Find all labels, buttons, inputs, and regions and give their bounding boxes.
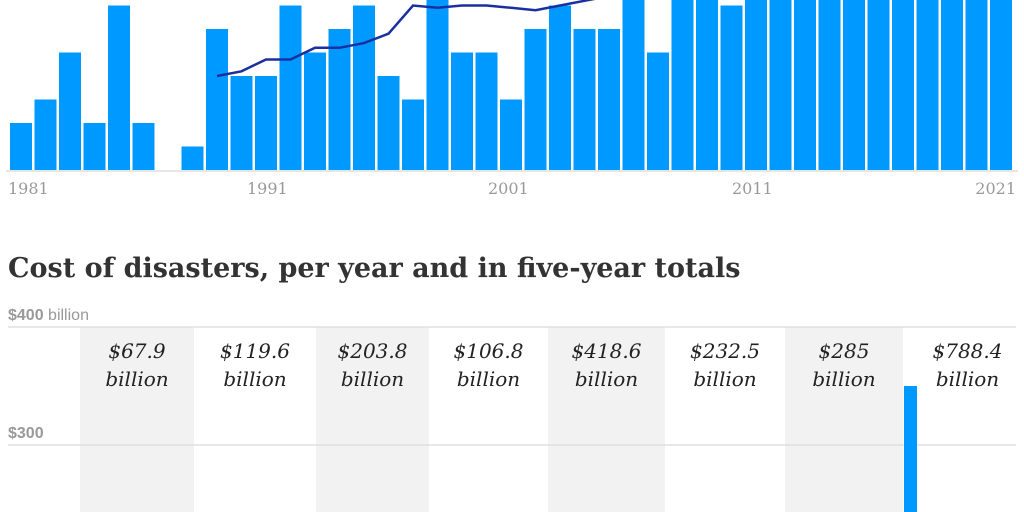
bar-2001 — [500, 99, 522, 170]
bar-1991 — [255, 76, 277, 170]
period-total-unit: billion — [936, 367, 999, 391]
bar-2016 — [867, 0, 890, 170]
bar-1982 — [34, 99, 57, 170]
bar-2003 — [549, 5, 571, 170]
bar-1985 — [108, 5, 130, 170]
bar-2009 — [696, 0, 718, 170]
bar-1988 — [181, 146, 204, 170]
bar-2002 — [524, 29, 547, 170]
period-panel — [80, 327, 194, 512]
bar-2005 — [598, 29, 620, 170]
moving-average-line — [216, 0, 596, 78]
y-tick-label: $400 billion — [8, 307, 89, 324]
year-cost-bar — [904, 386, 917, 512]
bar-2011 — [745, 0, 767, 170]
x-tick-label: 1981 — [8, 179, 49, 198]
bar-2019 — [941, 0, 963, 170]
bar-2018 — [916, 0, 939, 170]
bar-1996 — [377, 76, 400, 170]
bar-2015 — [843, 0, 865, 170]
bar-2017 — [892, 0, 914, 170]
bar-1989 — [206, 29, 228, 170]
period-total-amount: $418.6 — [572, 339, 642, 363]
period-total-amount: $67.9 — [108, 339, 166, 363]
period-panel — [785, 327, 903, 512]
bar-2004 — [573, 29, 596, 170]
period-panel — [548, 327, 665, 512]
bar-1986 — [132, 123, 155, 170]
period-total-unit: billion — [812, 367, 875, 391]
y-tick-label: $300 — [8, 425, 44, 442]
period-total-amount: $203.8 — [338, 339, 408, 363]
bar-2007 — [647, 52, 669, 170]
period-total-amount: $285 — [819, 339, 870, 363]
bar-2006 — [622, 0, 645, 170]
bar-2013 — [794, 0, 816, 170]
bar-1990 — [230, 76, 253, 170]
period-total-unit: billion — [105, 367, 168, 391]
period-total-amount: $106.8 — [454, 339, 524, 363]
bar-2010 — [720, 5, 743, 170]
period-total-amount: $232.5 — [690, 339, 760, 363]
x-tick-label: 1991 — [247, 179, 288, 198]
bar-2012 — [769, 0, 792, 170]
period-total-unit: billion — [457, 367, 520, 391]
bar-1993 — [304, 52, 326, 170]
bar-2008 — [671, 0, 694, 170]
period-total-amount: $788.4 — [933, 339, 1003, 363]
x-tick-label: 2011 — [732, 179, 773, 198]
bar-1984 — [83, 123, 106, 170]
cost-chart: $400 billion $300 $67.9 billion $119.6 bill… — [8, 307, 1016, 512]
x-tick-label: 2021 — [975, 179, 1016, 198]
bar-1983 — [59, 52, 81, 170]
bar-2014 — [818, 0, 841, 170]
bar-1995 — [353, 5, 375, 170]
bar-1999 — [451, 52, 473, 170]
x-tick-label: 2001 — [488, 179, 529, 198]
bar-1998 — [426, 0, 449, 170]
period-total-amount: $119.6 — [220, 339, 290, 363]
bar-1997 — [402, 99, 424, 170]
period-panel — [316, 327, 429, 512]
bar-2000 — [475, 52, 498, 170]
bar-2021 — [990, 0, 1012, 170]
disaster-count-chart: 1981 1991 2001 2011 2021 — [6, 0, 1018, 198]
bar-2020 — [965, 0, 988, 170]
bar-1992 — [279, 5, 302, 170]
period-total-unit: billion — [223, 367, 286, 391]
bar-1981 — [10, 123, 32, 170]
chart-title: Cost of disasters, per year and in five-… — [8, 253, 740, 284]
period-total-unit: billion — [693, 367, 756, 391]
period-total-unit: billion — [341, 367, 404, 391]
bar-1994 — [328, 29, 351, 170]
period-total-unit: billion — [575, 367, 638, 391]
